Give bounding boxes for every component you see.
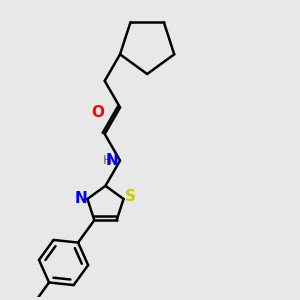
Text: N: N — [105, 153, 118, 168]
Text: O: O — [91, 105, 104, 120]
Text: S: S — [125, 189, 136, 204]
Text: H: H — [103, 154, 112, 167]
Text: N: N — [74, 191, 87, 206]
